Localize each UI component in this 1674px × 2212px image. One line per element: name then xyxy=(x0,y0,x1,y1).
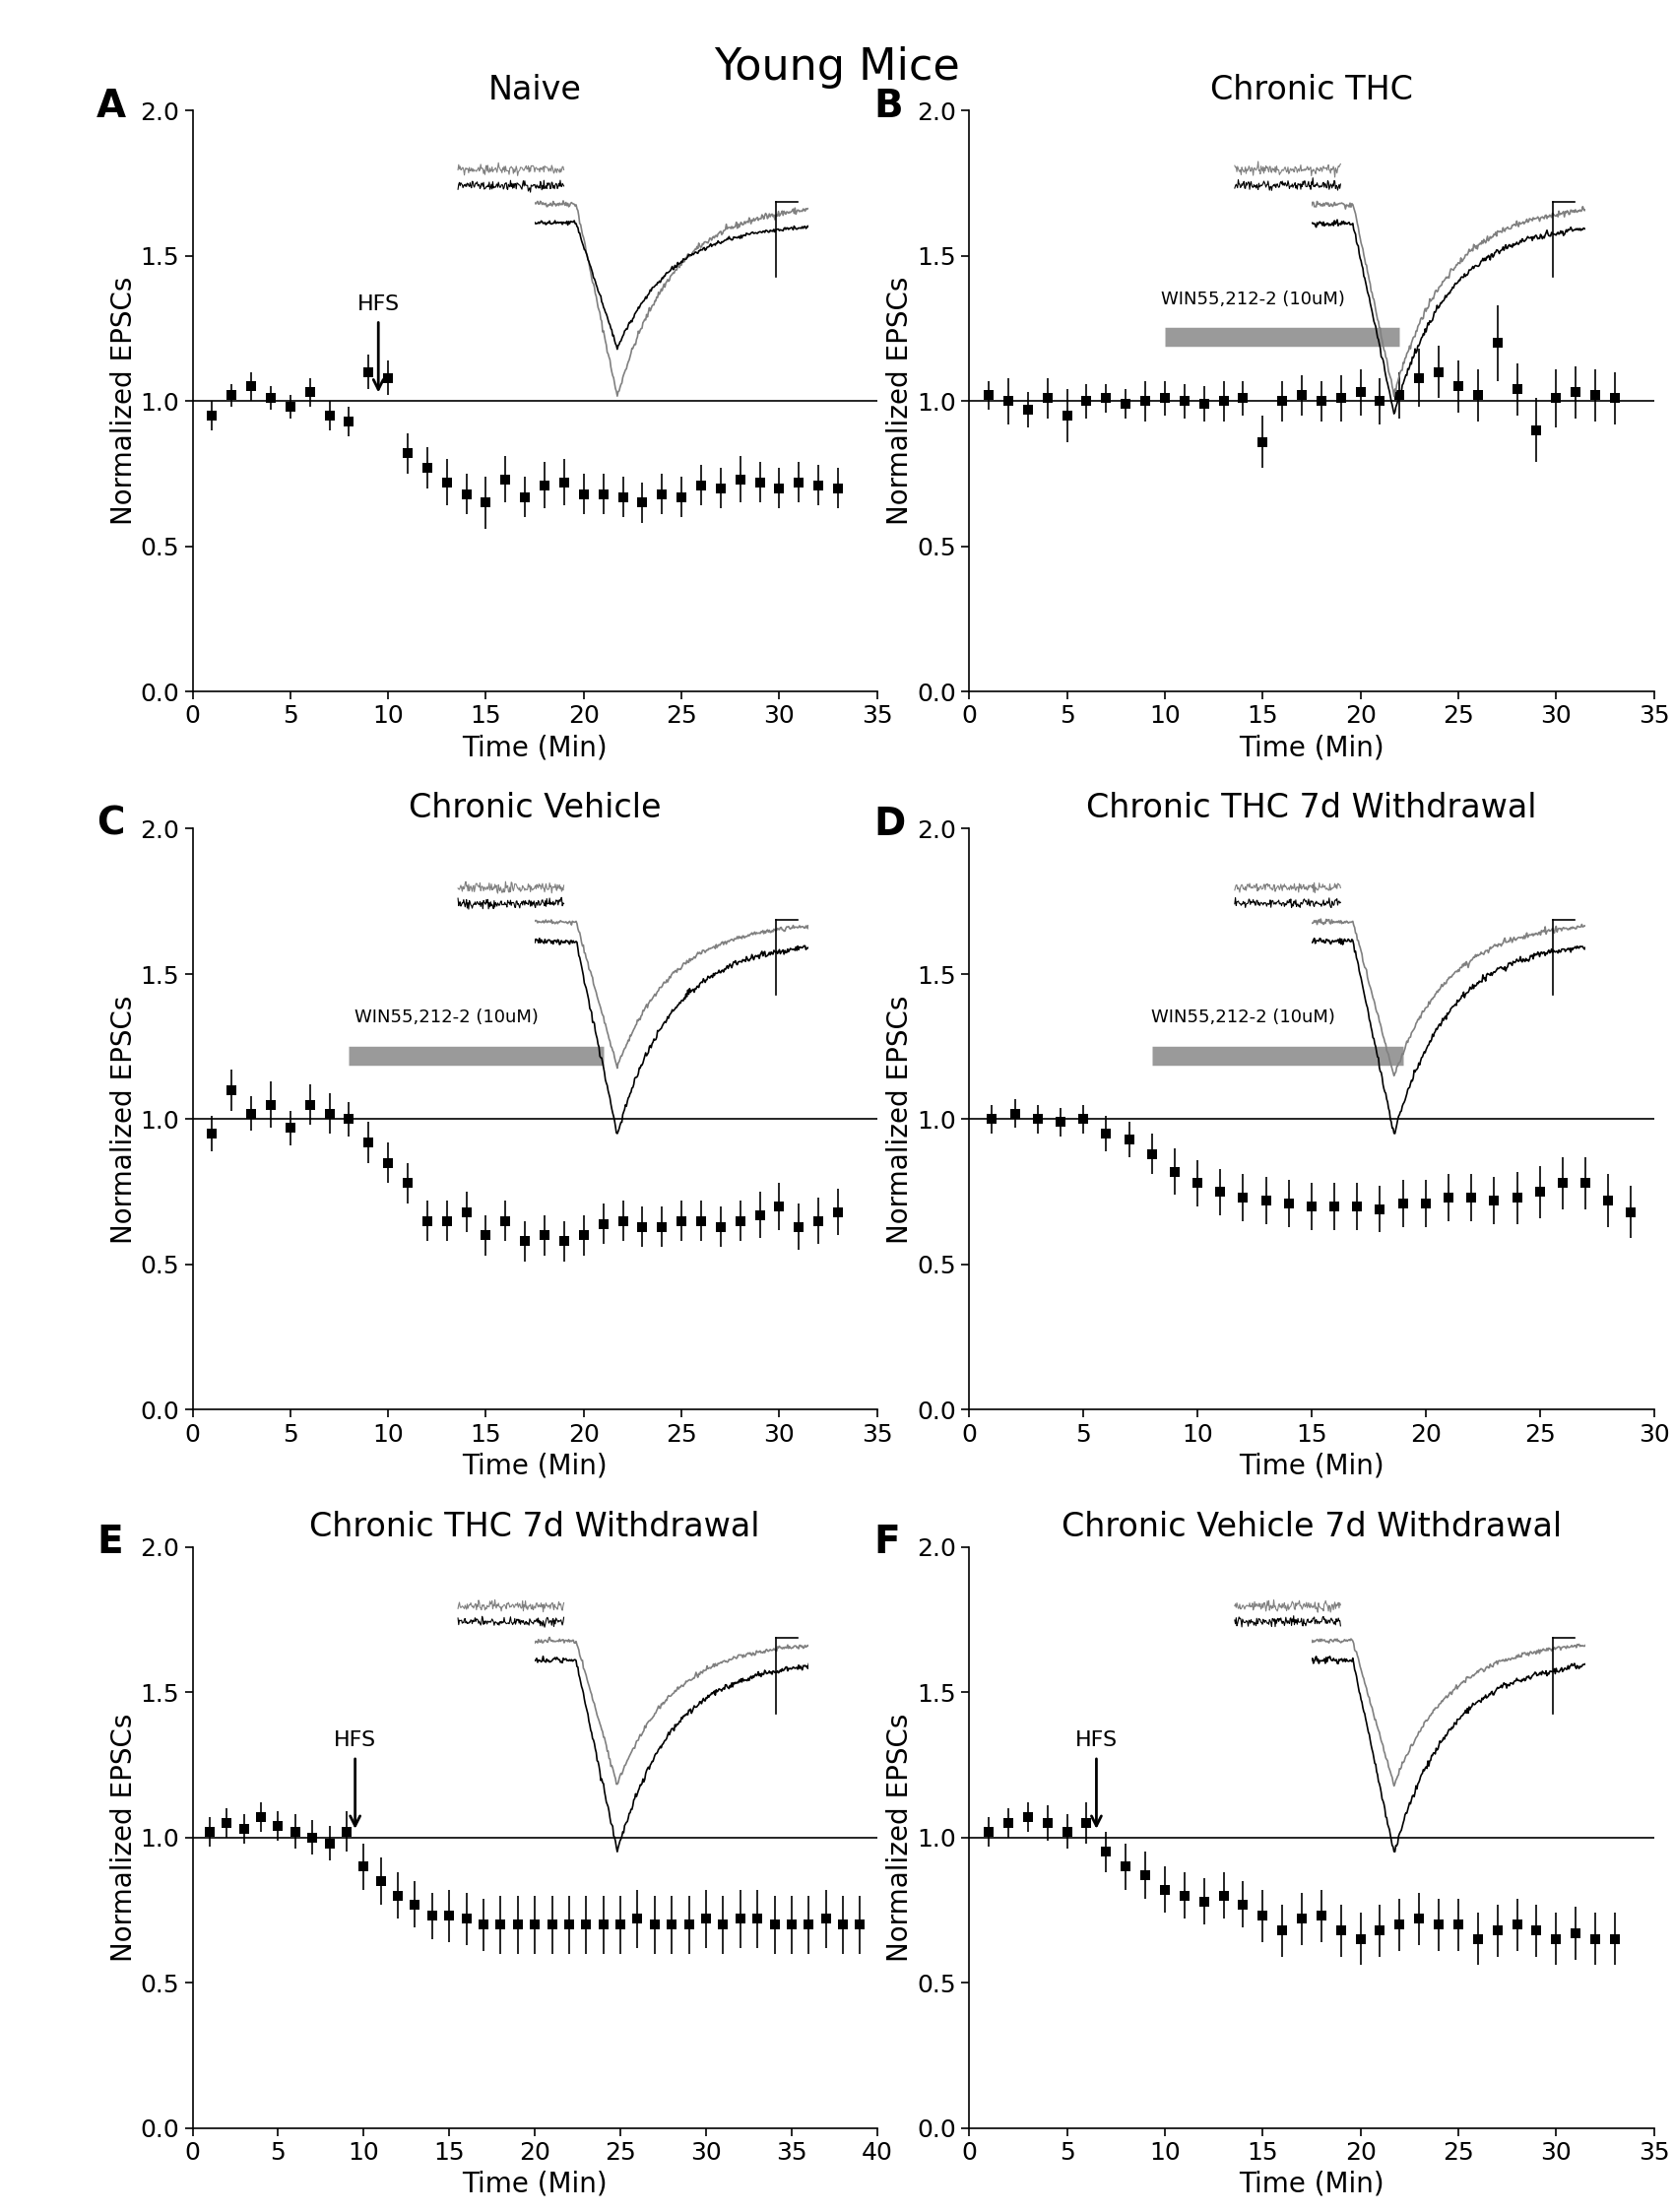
Y-axis label: Normalized EPSCs: Normalized EPSCs xyxy=(110,995,137,1243)
Text: WIN55,212-2 (10uM): WIN55,212-2 (10uM) xyxy=(1160,290,1344,307)
Text: Young Mice: Young Mice xyxy=(715,46,959,88)
X-axis label: Time (Min): Time (Min) xyxy=(462,2170,608,2197)
Title: Chronic THC 7d Withdrawal: Chronic THC 7d Withdrawal xyxy=(1086,792,1537,825)
Y-axis label: Normalized EPSCs: Normalized EPSCs xyxy=(887,276,914,526)
X-axis label: Time (Min): Time (Min) xyxy=(1239,1451,1384,1480)
X-axis label: Time (Min): Time (Min) xyxy=(1239,734,1384,761)
Text: A: A xyxy=(97,86,126,124)
Text: F: F xyxy=(874,1524,899,1562)
Y-axis label: Normalized EPSCs: Normalized EPSCs xyxy=(110,1712,137,1962)
Text: C: C xyxy=(97,805,126,843)
Y-axis label: Normalized EPSCs: Normalized EPSCs xyxy=(887,995,914,1243)
Text: B: B xyxy=(874,86,902,124)
Text: HFS: HFS xyxy=(1075,1730,1118,1750)
X-axis label: Time (Min): Time (Min) xyxy=(1239,2170,1384,2197)
Title: Chronic THC: Chronic THC xyxy=(1210,73,1413,106)
Text: E: E xyxy=(97,1524,122,1562)
Title: Naive: Naive xyxy=(489,73,581,106)
X-axis label: Time (Min): Time (Min) xyxy=(462,734,608,761)
Title: Chronic Vehicle 7d Withdrawal: Chronic Vehicle 7d Withdrawal xyxy=(1061,1511,1562,1544)
Y-axis label: Normalized EPSCs: Normalized EPSCs xyxy=(110,276,137,526)
Text: WIN55,212-2 (10uM): WIN55,212-2 (10uM) xyxy=(355,1009,539,1026)
Text: HFS: HFS xyxy=(357,294,400,314)
Title: Chronic THC 7d Withdrawal: Chronic THC 7d Withdrawal xyxy=(310,1511,760,1544)
X-axis label: Time (Min): Time (Min) xyxy=(462,1451,608,1480)
Text: WIN55,212-2 (10uM): WIN55,212-2 (10uM) xyxy=(1152,1009,1336,1026)
Text: D: D xyxy=(874,805,906,843)
Text: HFS: HFS xyxy=(333,1730,377,1750)
Y-axis label: Normalized EPSCs: Normalized EPSCs xyxy=(887,1712,914,1962)
Title: Chronic Vehicle: Chronic Vehicle xyxy=(408,792,661,825)
